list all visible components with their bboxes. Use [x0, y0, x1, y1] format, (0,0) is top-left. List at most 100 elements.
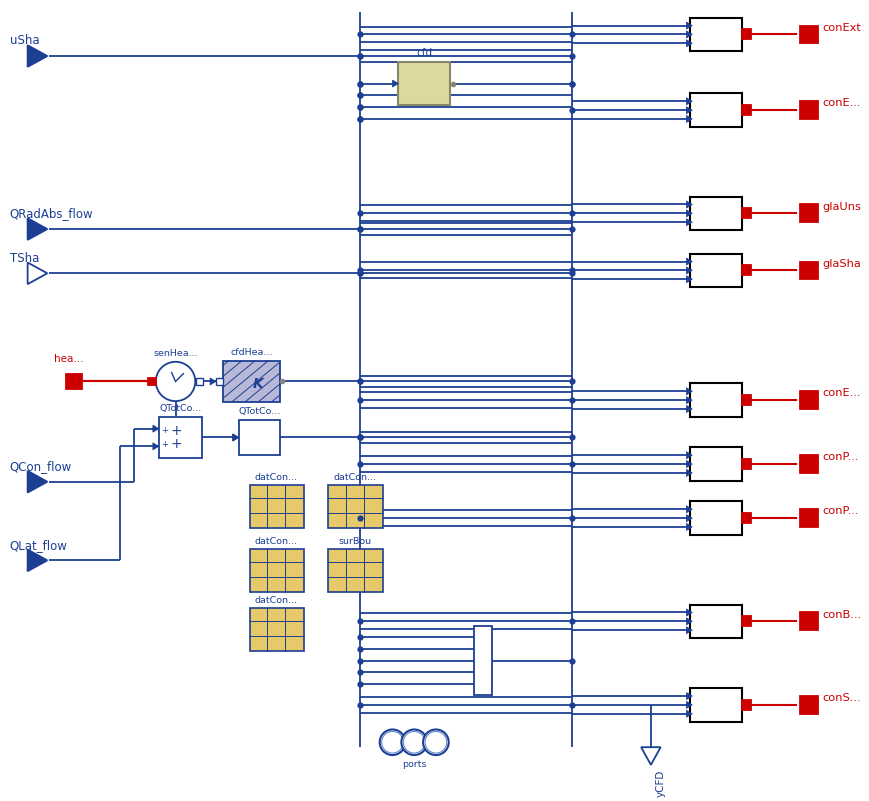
Bar: [690, 447, 741, 481]
Text: conP...: conP...: [822, 506, 859, 517]
Text: uSha: uSha: [10, 34, 39, 47]
Bar: [799, 696, 818, 714]
Polygon shape: [153, 443, 159, 450]
Text: hea...: hea...: [54, 354, 83, 364]
Text: QTotCo...: QTotCo...: [238, 407, 281, 416]
Text: QCon_flow: QCon_flow: [10, 460, 72, 473]
Polygon shape: [687, 626, 693, 634]
Bar: [690, 18, 741, 51]
Polygon shape: [687, 388, 693, 395]
Bar: [249, 549, 304, 592]
Polygon shape: [687, 609, 693, 616]
Polygon shape: [687, 107, 693, 114]
Text: yCFD: yCFD: [656, 770, 666, 797]
Bar: [66, 373, 82, 389]
Polygon shape: [687, 405, 693, 413]
Polygon shape: [687, 514, 693, 521]
Text: datCon...: datCon...: [255, 473, 298, 481]
Polygon shape: [210, 378, 216, 385]
Polygon shape: [687, 523, 693, 530]
Bar: [799, 204, 818, 222]
Polygon shape: [687, 210, 693, 217]
Text: +: +: [161, 440, 168, 449]
Text: QTotCo...: QTotCo...: [159, 404, 202, 413]
Polygon shape: [687, 452, 693, 459]
Bar: [222, 360, 280, 402]
Bar: [249, 608, 304, 651]
Polygon shape: [687, 396, 693, 404]
Polygon shape: [641, 747, 660, 765]
Polygon shape: [28, 263, 47, 284]
Bar: [148, 377, 156, 385]
Bar: [690, 94, 741, 127]
Polygon shape: [687, 219, 693, 226]
Text: +: +: [170, 437, 182, 452]
Polygon shape: [153, 425, 159, 433]
Bar: [216, 377, 222, 385]
Bar: [690, 688, 741, 722]
Bar: [741, 513, 752, 523]
Bar: [799, 26, 818, 43]
Polygon shape: [687, 505, 693, 513]
Text: ports: ports: [402, 760, 427, 769]
Text: +: +: [161, 426, 168, 435]
Bar: [799, 455, 818, 473]
Circle shape: [380, 730, 405, 755]
Text: datCon...: datCon...: [255, 596, 298, 605]
Text: datCon...: datCon...: [334, 473, 376, 481]
Polygon shape: [687, 22, 693, 29]
Text: glaSha: glaSha: [822, 259, 861, 268]
Bar: [799, 261, 818, 280]
Polygon shape: [687, 461, 693, 468]
Polygon shape: [28, 218, 47, 239]
Polygon shape: [687, 469, 693, 477]
Text: conE...: conE...: [822, 99, 861, 108]
Bar: [799, 101, 818, 119]
Bar: [741, 395, 752, 405]
Text: +: +: [170, 424, 182, 437]
Polygon shape: [687, 98, 693, 105]
Polygon shape: [233, 434, 239, 441]
Polygon shape: [233, 434, 239, 441]
Polygon shape: [687, 267, 693, 274]
Polygon shape: [687, 702, 693, 708]
Bar: [741, 617, 752, 626]
Polygon shape: [393, 80, 398, 87]
Text: conE...: conE...: [822, 388, 861, 398]
Bar: [741, 459, 752, 469]
Bar: [328, 549, 382, 592]
Circle shape: [425, 731, 447, 753]
Circle shape: [423, 730, 448, 755]
Polygon shape: [687, 258, 693, 265]
Bar: [741, 700, 752, 710]
Polygon shape: [687, 40, 693, 46]
Text: glaUns: glaUns: [822, 202, 861, 211]
Bar: [474, 626, 492, 695]
Polygon shape: [687, 115, 693, 123]
Bar: [328, 485, 382, 528]
Bar: [398, 62, 449, 105]
Polygon shape: [687, 276, 693, 283]
Circle shape: [403, 731, 425, 753]
Text: surBou: surBou: [338, 537, 372, 545]
Circle shape: [156, 362, 196, 401]
Bar: [239, 420, 280, 455]
Bar: [741, 208, 752, 218]
Text: datCon...: datCon...: [255, 537, 298, 545]
Polygon shape: [687, 710, 693, 717]
Polygon shape: [687, 618, 693, 625]
Bar: [690, 254, 741, 287]
Text: conP...: conP...: [822, 453, 859, 462]
Text: cfdHea...: cfdHea...: [230, 348, 273, 357]
Text: senHea...: senHea...: [153, 349, 198, 358]
Text: conB...: conB...: [822, 610, 861, 619]
Bar: [196, 377, 203, 385]
Polygon shape: [28, 549, 47, 571]
Circle shape: [401, 730, 427, 755]
Bar: [799, 509, 818, 527]
Polygon shape: [687, 693, 693, 699]
Bar: [690, 196, 741, 230]
Bar: [799, 391, 818, 409]
Bar: [690, 384, 741, 417]
Text: cfd: cfd: [416, 48, 432, 58]
